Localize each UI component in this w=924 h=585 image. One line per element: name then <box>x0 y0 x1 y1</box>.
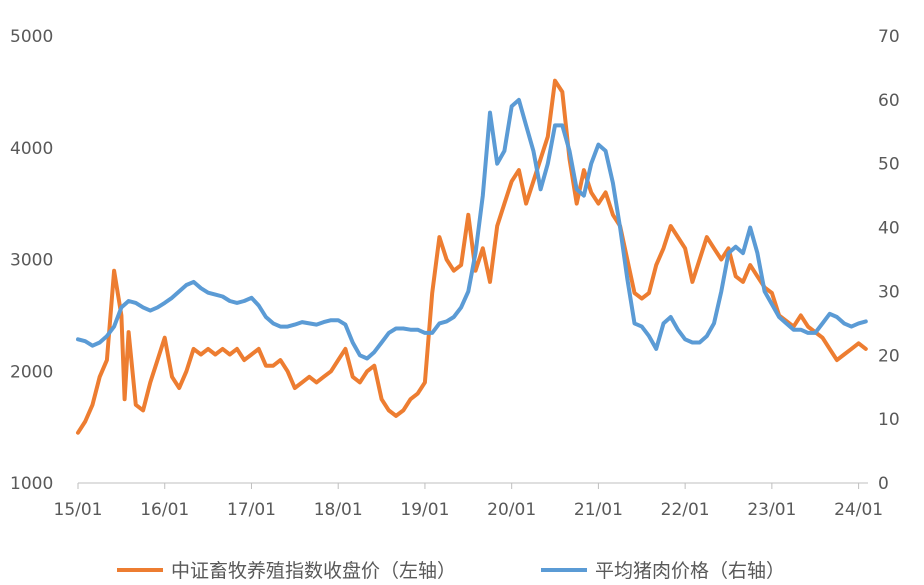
x-axis-tick-label: 17/01 <box>227 500 276 520</box>
right-axis-tick-label: 40 <box>878 219 900 239</box>
x-axis-ticks: 15/01 16/01 17/01 18/01 19/01 20/01 21/01 22/01… <box>54 483 883 520</box>
left-axis-tick-label: 3000 <box>10 251 53 271</box>
right-axis-tick-label: 60 <box>878 91 900 111</box>
series-line-index-close <box>76 78 868 435</box>
series-line-pork-price <box>76 97 868 361</box>
x-axis-tick-label: 20/01 <box>487 500 536 520</box>
x-axis-tick-label: 19/01 <box>400 500 449 520</box>
left-axis-tick-label: 1000 <box>10 474 53 494</box>
x-axis-tick-label: 23/01 <box>747 500 796 520</box>
left-axis-tick-label: 2000 <box>10 362 53 382</box>
right-axis-tick-label: 20 <box>878 346 900 366</box>
left-axis-tick-label: 4000 <box>10 139 53 159</box>
right-axis-tick-label: 30 <box>878 282 900 302</box>
series-lines <box>76 78 868 435</box>
legend: 中证畜牧养殖指数收盘价（左轴） 平均猪肉价格（右轴） <box>117 560 785 582</box>
legend-label: 中证畜牧养殖指数收盘价（左轴） <box>171 560 456 582</box>
right-axis-tick-label: 10 <box>878 410 900 430</box>
x-axis-tick-label: 15/01 <box>54 500 103 520</box>
left-axis-ticks: 1000 2000 3000 4000 5000 <box>10 27 53 494</box>
right-axis-ticks: 0 10 20 30 40 50 60 70 <box>878 27 900 494</box>
x-axis-tick-label: 22/01 <box>661 500 710 520</box>
legend-label: 平均猪肉价格（右轴） <box>595 560 785 582</box>
x-axis-tick-label: 16/01 <box>140 500 189 520</box>
right-axis-tick-label: 50 <box>878 155 900 175</box>
left-axis-tick-label: 5000 <box>10 27 53 47</box>
x-axis-tick-label: 18/01 <box>314 500 363 520</box>
right-axis-tick-label: 0 <box>878 474 889 494</box>
right-axis-tick-label: 70 <box>878 27 900 47</box>
x-axis-tick-label: 24/01 <box>834 500 883 520</box>
x-axis-tick-label: 21/01 <box>574 500 623 520</box>
